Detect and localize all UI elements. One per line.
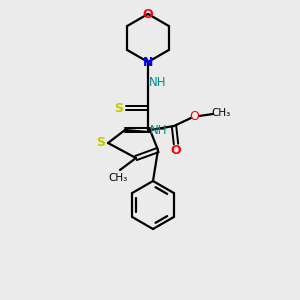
- Text: NH: NH: [149, 76, 167, 89]
- Text: N: N: [143, 56, 153, 68]
- Text: O: O: [143, 8, 153, 20]
- Text: S: S: [115, 101, 124, 115]
- Text: NH: NH: [150, 124, 168, 137]
- Text: CH₃: CH₃: [212, 108, 231, 118]
- Text: S: S: [97, 136, 106, 149]
- Text: CH₃: CH₃: [108, 173, 128, 183]
- Text: O: O: [189, 110, 199, 122]
- Text: O: O: [171, 145, 181, 158]
